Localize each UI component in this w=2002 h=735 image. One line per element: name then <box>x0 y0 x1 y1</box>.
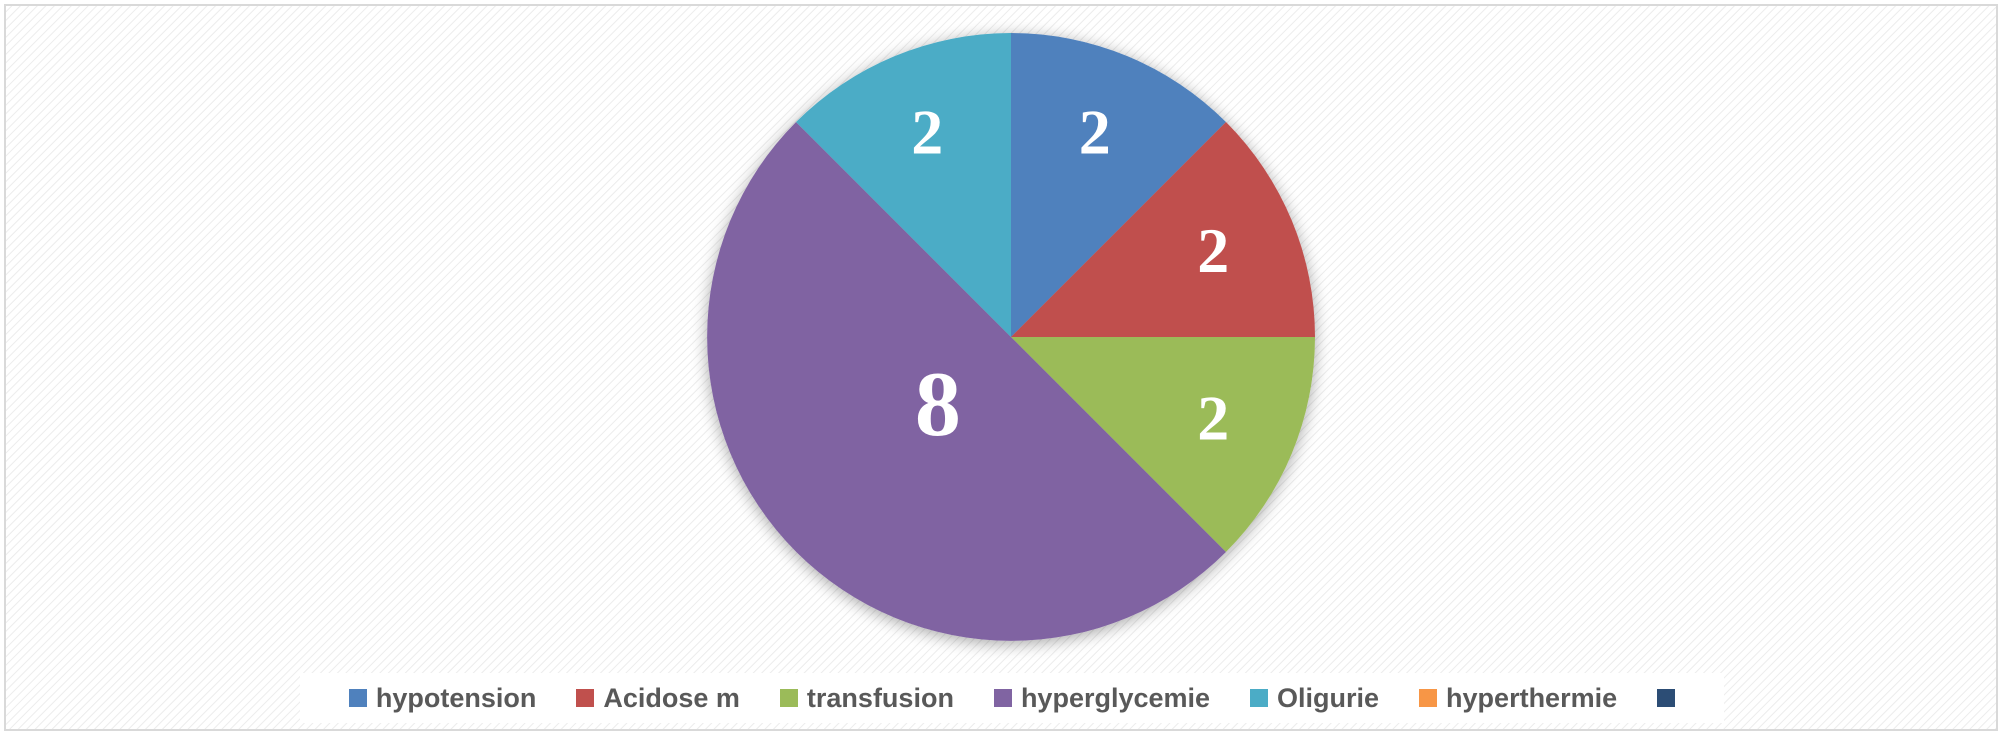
legend-swatch <box>993 689 1012 707</box>
legend: hypotension Acidose m transfusion hyperglyc… <box>300 673 1724 723</box>
pie-slice <box>707 122 1226 641</box>
data-label: 8 <box>915 353 961 455</box>
legend-item: hyperthermie <box>1419 683 1617 714</box>
pie-slice <box>1011 33 1226 337</box>
pie <box>707 33 1315 641</box>
legend-label: hyperglycemie <box>1020 682 1211 713</box>
legend-label: transfusion <box>806 682 954 713</box>
legend-swatch <box>1250 689 1269 707</box>
legend-label: Acidose m <box>603 682 740 713</box>
legend-item: Acidose m <box>576 683 740 714</box>
legend-label: Oligurie <box>1277 682 1380 713</box>
legend-item <box>1657 689 1676 707</box>
pie-slice <box>1011 122 1315 337</box>
data-label: 2 <box>911 96 943 167</box>
data-label: 2 <box>1079 96 1111 167</box>
legend-item: transfusion <box>779 682 954 714</box>
legend-swatch <box>1419 689 1438 707</box>
legend-swatch <box>348 689 367 707</box>
pie-slice <box>1011 337 1315 552</box>
data-label: 2 <box>1197 382 1229 453</box>
legend-swatch <box>576 689 595 707</box>
legend-swatch <box>779 689 798 707</box>
legend-label: hypotension <box>375 682 537 713</box>
pie-slice <box>796 33 1011 337</box>
data-label: 2 <box>1197 215 1229 286</box>
legend-label: hyperthermie <box>1446 682 1618 713</box>
legend-item: hyperglycemie <box>993 682 1211 714</box>
legend-swatch <box>1657 689 1676 707</box>
legend-item: hypotension <box>348 682 537 714</box>
legend-item: Oligurie <box>1250 683 1379 714</box>
